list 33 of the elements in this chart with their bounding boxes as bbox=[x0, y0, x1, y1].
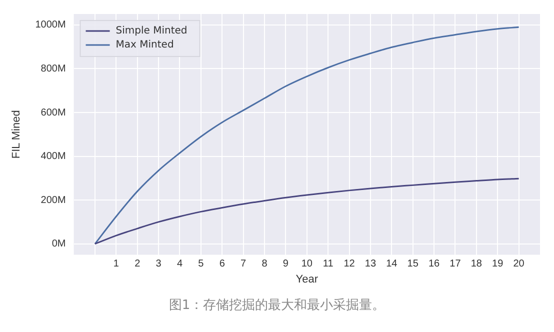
x-tick-label: 8 bbox=[262, 258, 268, 270]
x-tick-label: 5 bbox=[198, 258, 204, 270]
x-tick-label: 9 bbox=[282, 258, 289, 270]
x-tick-label: 18 bbox=[470, 258, 482, 270]
x-tick-label: 16 bbox=[428, 258, 440, 270]
y-axis-title: FIL Mined bbox=[10, 110, 23, 159]
x-tick-label: 4 bbox=[176, 258, 183, 270]
x-tick-label: 14 bbox=[386, 258, 398, 270]
x-tick-label: 7 bbox=[240, 258, 247, 270]
y-tick-label: 1000M bbox=[35, 20, 66, 31]
x-tick-label: 19 bbox=[492, 258, 504, 270]
x-tick-label: 3 bbox=[156, 258, 162, 270]
x-tick-label: 2 bbox=[134, 258, 141, 270]
x-tick-label: 12 bbox=[344, 258, 356, 270]
y-tick-label: 600M bbox=[40, 107, 66, 118]
x-tick-label: 1 bbox=[113, 258, 120, 270]
y-tick-label: 800M bbox=[40, 63, 66, 74]
legend-label: Simple Minted bbox=[116, 26, 188, 37]
y-tick-label: 0M bbox=[52, 238, 66, 250]
x-tick-label: 10 bbox=[301, 258, 313, 270]
y-tick-label: 200M bbox=[40, 194, 66, 206]
x-tick-label: 17 bbox=[450, 258, 462, 270]
line-series bbox=[94, 178, 520, 245]
x-tick-label: 11 bbox=[322, 258, 334, 270]
x-tick-label: 15 bbox=[407, 258, 419, 270]
x-axis-title: Year bbox=[296, 273, 318, 286]
line-series bbox=[94, 26, 520, 245]
y-tick-label: 400M bbox=[40, 151, 66, 162]
x-tick-label: 13 bbox=[364, 258, 376, 270]
x-tick-label: 6 bbox=[219, 258, 226, 270]
x-tick-label: 20 bbox=[513, 258, 525, 270]
caption: 图1：存储挖掘的最大和最小采掘量。 bbox=[168, 297, 386, 314]
legend-label: Max Minted bbox=[116, 40, 174, 51]
